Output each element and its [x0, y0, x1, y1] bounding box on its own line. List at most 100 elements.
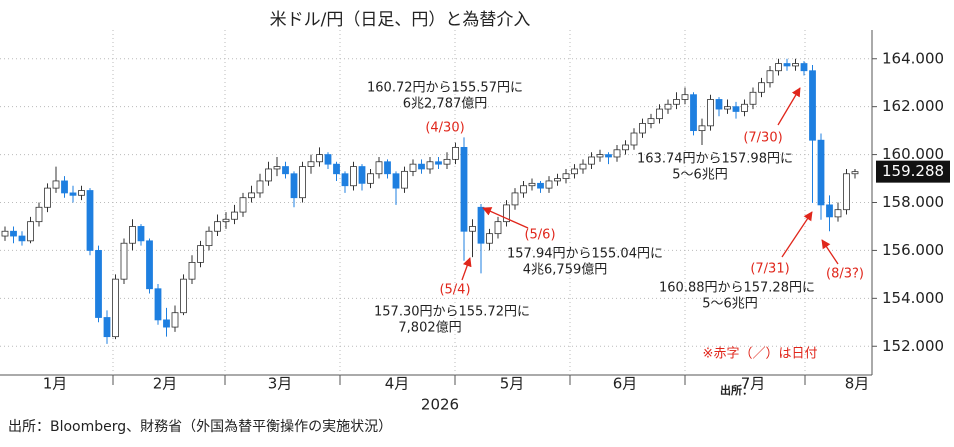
candle-body: [248, 192, 255, 199]
annotation: 6兆2,787億円: [403, 96, 488, 112]
chart-title: 米ドル/円（日足、円）と為替介入: [270, 10, 531, 30]
candle-body: [435, 161, 442, 165]
candle-body: [622, 144, 629, 151]
date-label: (4/30): [425, 121, 464, 136]
y-tick-label: 162.000: [882, 97, 944, 115]
candle-body: [205, 230, 213, 247]
candle-body: [358, 166, 366, 184]
candle-body: [596, 154, 604, 158]
candle-body: [588, 156, 595, 165]
candle-body: [341, 173, 349, 187]
y-tick-label: 154.000: [882, 289, 944, 307]
y-tick-label: 164.000: [882, 49, 944, 67]
candle-body: [333, 163, 340, 175]
last-price-label: 159.288: [882, 162, 944, 180]
candle-body: [469, 226, 476, 232]
x-tick-label: 6月: [613, 375, 638, 393]
x-tick-label: 1月: [43, 375, 68, 393]
candle-body: [239, 197, 247, 213]
candle-body: [120, 242, 128, 280]
candle-body: [537, 182, 544, 189]
candle-body: [673, 99, 680, 105]
candle-body: [630, 132, 638, 146]
annotation: 160.72円から155.57円に: [367, 81, 523, 96]
candle-body: [486, 233, 493, 244]
candle-body: [843, 173, 850, 211]
candle-body: [732, 106, 740, 112]
candle-body: [418, 163, 425, 170]
candle-body: [112, 278, 119, 338]
candle-body: [375, 161, 383, 175]
arrow: [482, 207, 529, 229]
y-tick-label: 160.000: [882, 145, 944, 163]
date-label: ※赤字（／）は日付: [703, 347, 818, 362]
candle-body: [426, 161, 434, 170]
candle-body: [95, 250, 102, 318]
candle-body: [61, 180, 68, 194]
date-label: (7/31): [750, 262, 789, 277]
candle-body: [180, 278, 187, 314]
candle-body: [443, 158, 451, 165]
candle-body: [579, 163, 587, 170]
candle-body: [460, 146, 468, 232]
annotation: 4兆6,759億円: [523, 262, 608, 278]
candle-body: [256, 180, 264, 194]
annotation: 5～6兆円: [672, 168, 728, 183]
candle-body: [401, 170, 408, 189]
candle-body: [137, 226, 145, 242]
source: 出所：Bloomberg、財務省（外国為替平衡操作の実施状況）: [8, 419, 392, 435]
candle-body: [656, 108, 663, 120]
x-tick-label: 2月: [153, 375, 178, 393]
date-label: (5/4): [439, 283, 470, 298]
y-tick-label: 152.000: [882, 337, 944, 355]
candle-body: [10, 230, 17, 237]
candle-body: [690, 94, 697, 132]
candle-body: [409, 163, 417, 172]
arrow: [781, 211, 813, 258]
candle-body: [222, 218, 230, 223]
candle-body: [290, 173, 298, 199]
candle-body: [766, 70, 774, 84]
candle-body: [554, 178, 561, 182]
candle-body: [520, 185, 527, 194]
candle-body: [146, 240, 153, 290]
candle-body: [299, 166, 306, 199]
candle-body: [494, 221, 502, 235]
candle-body: [792, 63, 799, 67]
x-tick-label: 7月: [741, 375, 766, 393]
candle-body: [197, 245, 204, 263]
candle-body: [86, 190, 94, 251]
candle-body: [18, 235, 26, 242]
candle-body: [154, 288, 162, 321]
candle-body: [163, 319, 170, 328]
last-price-box: [876, 160, 950, 183]
candle-body: [715, 99, 723, 110]
candle-body: [783, 63, 791, 67]
candle-body: [273, 166, 281, 170]
candle-body: [809, 70, 816, 141]
candle-body: [758, 82, 765, 93]
stray-label: 出所：: [720, 383, 753, 397]
candle-body: [316, 154, 323, 163]
candle-body: [103, 317, 111, 338]
candle-body: [741, 103, 748, 112]
candle-body: [817, 139, 825, 206]
candle-body: [749, 91, 757, 105]
candle-body: [528, 182, 536, 187]
candle-body: [562, 173, 570, 179]
candle-body: [350, 166, 357, 187]
annotation: 157.30円から155.72円に: [374, 305, 530, 320]
candle-body: [707, 99, 714, 127]
candle-body: [214, 221, 221, 232]
candle-body: [851, 171, 859, 175]
candle-body: [392, 173, 400, 189]
x-tick-label: 8月: [845, 375, 870, 393]
candle-body: [171, 312, 179, 328]
arrow: [821, 239, 839, 265]
candle-body: [384, 161, 391, 175]
candle-body: [52, 180, 60, 189]
candle-body: [1, 230, 9, 237]
candle-body: [826, 204, 833, 218]
candle-body: [282, 166, 289, 175]
